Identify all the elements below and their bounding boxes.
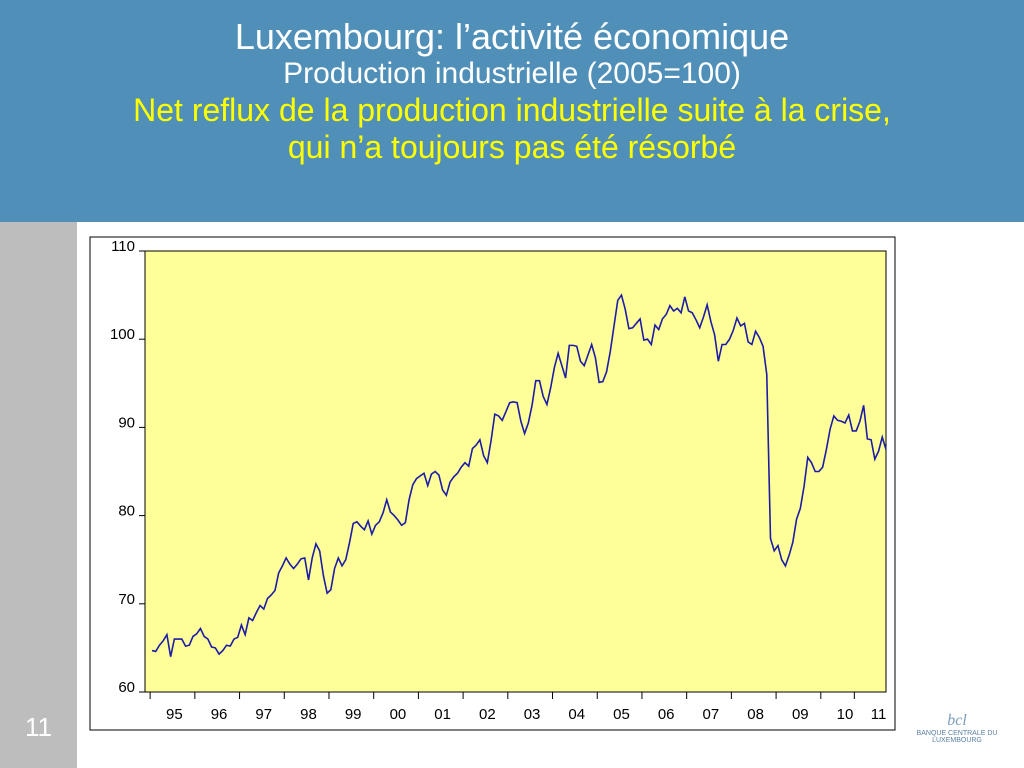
y-tick-label: 100 (110, 326, 135, 343)
x-tick-label: 04 (568, 706, 585, 723)
x-tick-label: 03 (524, 706, 541, 723)
side-bar: 11 (0, 222, 77, 768)
x-tick-label: 99 (345, 706, 362, 723)
logo-mark: bcl (947, 712, 967, 729)
x-tick-label: 05 (613, 706, 630, 723)
plot-area (144, 250, 887, 693)
x-tick-label: 01 (434, 706, 451, 723)
slide-number: 11 (25, 712, 52, 742)
logo-text: BANQUE CENTRALE DU LUXEMBOURG (916, 730, 998, 744)
x-tick-label: 96 (211, 706, 228, 723)
x-tick-label: 06 (658, 706, 675, 723)
y-tick-label: 70 (118, 591, 135, 608)
message-line: qui n’a toujours pas été résorbé (287, 128, 737, 165)
x-tick-label: 11 (871, 706, 887, 723)
y-tick-label: 90 (118, 414, 135, 431)
header: Luxembourg: l’activité économique Produc… (0, 0, 1024, 222)
x-tick-label: 08 (747, 706, 764, 723)
slide-title: Luxembourg: l’activité économique (234, 16, 790, 57)
x-tick-label: 10 (837, 706, 854, 723)
y-tick-label: 60 (118, 679, 135, 696)
series-line (151, 293, 887, 657)
chart-title: Production industrielle (2005=100) (283, 57, 741, 91)
x-tick-label: 02 (479, 706, 496, 723)
y-tick-label: 80 (118, 503, 135, 520)
logo: bcl BANQUE CENTRALE DU LUXEMBOURG (902, 712, 1012, 744)
x-tick-label: 07 (703, 706, 720, 723)
message-line: Net reflux de la production industrielle… (133, 91, 891, 128)
x-tick-label: 98 (300, 706, 317, 723)
x-tick-label: 00 (390, 706, 407, 723)
y-tick-label: 110 (111, 238, 135, 255)
x-tick-label: 95 (166, 706, 183, 723)
x-tick-label: 09 (792, 706, 809, 723)
x-tick-label: 97 (255, 706, 272, 723)
